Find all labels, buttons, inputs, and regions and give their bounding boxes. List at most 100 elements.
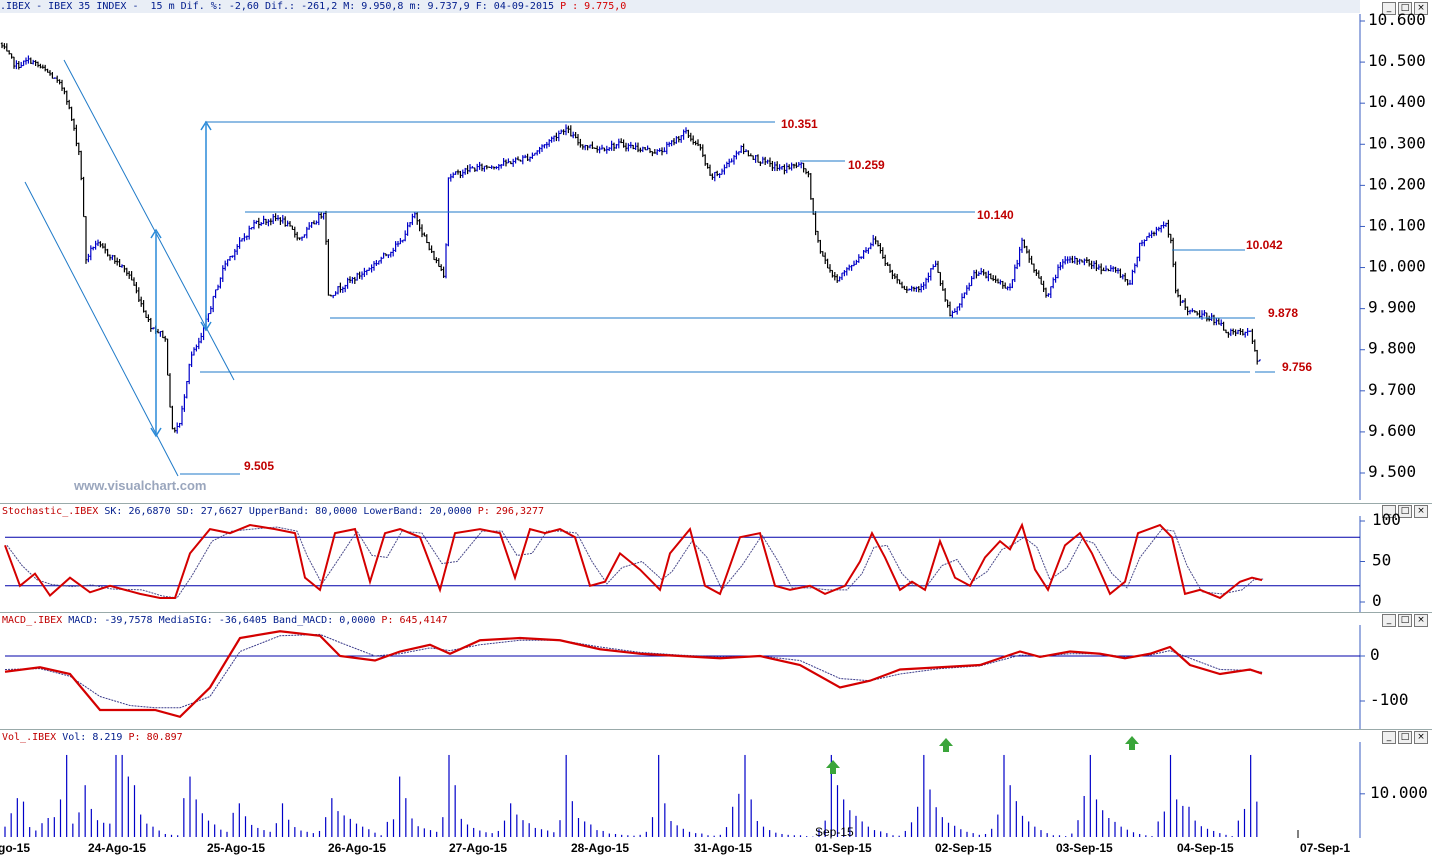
price-window-buttons: _ □ × [1382, 2, 1428, 15]
macd-p-value: 645,4147 [399, 615, 448, 626]
price-axis-label: 10.200 [1368, 174, 1426, 193]
header-price: P : 9.775,0 [560, 1, 627, 12]
x-label: 25-Ago-15 [207, 841, 266, 855]
up-arrow-icon [826, 760, 840, 774]
vol-name: Vol_.IBEX [2, 732, 57, 743]
price-axis-label: 10.600 [1368, 10, 1426, 29]
minimize-button[interactable]: _ [1382, 614, 1396, 627]
stoch-lb-label: LowerBand: [363, 506, 424, 517]
header-max: M: 9.950,8 [343, 1, 404, 12]
up-arrow-icon [939, 738, 953, 752]
price-axis-label: 10.300 [1368, 133, 1426, 152]
price-label: 9.878 [1268, 306, 1298, 320]
stoch-ub-label: UpperBand: [248, 506, 310, 517]
close-button[interactable]: × [1414, 731, 1428, 744]
price-axis-label: 10.100 [1368, 215, 1426, 234]
trend-line [24, 181, 179, 477]
vol-label: Vol: [62, 732, 87, 743]
x-label: 31-Ago-15 [694, 841, 753, 855]
price-label: 10.351 [781, 117, 818, 131]
stoch-window-buttons: _ □ × [1382, 505, 1428, 518]
minimize-button[interactable]: _ [1382, 505, 1396, 518]
price-axis-label: 9.500 [1368, 462, 1416, 481]
maximize-button[interactable]: □ [1398, 614, 1412, 627]
maximize-button[interactable]: □ [1398, 731, 1412, 744]
price-label: 9.505 [244, 459, 274, 473]
stoch-sd-label: SD: [176, 506, 195, 517]
vol-window-buttons: _ □ × [1382, 731, 1428, 744]
stoch-sk-line [4, 522, 1263, 600]
macd-value: -39,7578 [104, 615, 153, 626]
close-button[interactable]: × [1414, 2, 1428, 15]
trend-line [63, 59, 235, 381]
price-axis-label: 9.700 [1368, 380, 1416, 399]
price-axis-label: 10.400 [1368, 92, 1426, 111]
macd-chart: 0 -100 [4, 625, 1409, 729]
header-min: m: 9.737,9 [409, 1, 470, 12]
header-diff: Dif.: -261,2 [264, 1, 338, 12]
macd-signal-line [4, 633, 1263, 709]
stoch-sd-line [6, 526, 1265, 599]
price-header: .IBEX - IBEX 35 INDEX - 15 m Dif. %: -2,… [0, 0, 1360, 13]
price-axis-label: 9.900 [1368, 298, 1416, 317]
macd-pane: MACD_.IBEX MACD: -39,7578 MediaSIG: -36,… [0, 612, 1432, 730]
stoch-p-value: 296,3277 [495, 506, 545, 517]
stoch-axis-label: 50 [1372, 551, 1391, 570]
time-axis: go-15 24-Ago-15 25-Ago-15 26-Ago-15 27-A… [0, 838, 1360, 857]
macd-axis-label: 0 [1370, 645, 1380, 664]
vol-date-marker: Sep-15 [815, 825, 854, 839]
x-label: go-15 [0, 841, 31, 855]
stoch-p-label: P: [477, 506, 490, 517]
vol-axis-label: 10.000 [1370, 783, 1428, 802]
stoch-sd-value: 27,6627 [200, 506, 243, 517]
measure-arrow-head [150, 228, 162, 438]
close-button[interactable]: × [1414, 505, 1428, 518]
stoch-sk-value: 26,6870 [128, 506, 171, 517]
volume-chart: 10.000 Sep-15 [4, 736, 1428, 839]
close-button[interactable]: × [1414, 614, 1428, 627]
price-axis-label: 10.500 [1368, 51, 1426, 70]
minimize-button[interactable]: _ [1382, 2, 1396, 15]
x-label: 03-Sep-15 [1056, 841, 1113, 855]
macd-line [4, 630, 1263, 718]
stoch-lb-value: 20,0000 [429, 506, 472, 517]
price-pane: .IBEX - IBEX 35 INDEX - 15 m Dif. %: -2,… [0, 0, 1428, 500]
x-label: 04-Sep-15 [1177, 841, 1234, 855]
header-diff-pct: Dif. %: -2,60 [180, 1, 259, 12]
x-label: 24-Ago-15 [88, 841, 147, 855]
watermark: www.visualchart.com [74, 478, 207, 493]
macd-band-value: 0,0000 [339, 615, 376, 626]
up-arrow-icon [1125, 736, 1139, 750]
x-label: 28-Ago-15 [571, 841, 630, 855]
stoch-axis-label: 0 [1372, 591, 1382, 610]
volume-header: Vol_.IBEX Vol: 8.219 P: 80.897 [2, 731, 183, 744]
macd-p-label: P: [381, 615, 394, 626]
minimize-button[interactable]: _ [1382, 731, 1396, 744]
header-symbol: .IBEX - IBEX 35 INDEX - [0, 1, 139, 12]
macd-sig-value: -36,6405 [218, 615, 267, 626]
macd-header: MACD_.IBEX MACD: -39,7578 MediaSIG: -36,… [2, 614, 448, 627]
maximize-button[interactable]: □ [1398, 2, 1412, 15]
stoch-name: Stochastic_.IBEX [2, 506, 99, 517]
x-label: 07-Sep-1 [1300, 841, 1351, 855]
macd-window-buttons: _ □ × [1382, 614, 1428, 627]
macd-band-label: Band_MACD: [273, 615, 334, 626]
price-chart: 10.600 10.500 10.400 10.300 10.200 10.100 10.0… [0, 10, 1426, 500]
price-label: 10.042 [1246, 238, 1283, 252]
price-axis-label: 10.000 [1368, 257, 1426, 276]
vol-p-label: P: [128, 732, 141, 743]
macd-label: MACD: [68, 615, 99, 626]
price-axis-label: 9.800 [1368, 339, 1416, 358]
stoch-sk-label: SK: [104, 506, 123, 517]
price-label: 10.259 [848, 158, 885, 172]
vol-value: 8.219 [92, 732, 123, 743]
x-label: 01-Sep-15 [815, 841, 872, 855]
maximize-button[interactable]: □ [1398, 505, 1412, 518]
stochastic-pane: Stochastic_.IBEX SK: 26,6870 SD: 27,6627… [0, 503, 1432, 613]
stochastic-header: Stochastic_.IBEX SK: 26,6870 SD: 27,6627… [2, 505, 544, 518]
header-date: F: 04-09-2015 [475, 1, 555, 12]
header-timeframe: 15 m [150, 1, 175, 12]
stoch-ub-value: 80,0000 [315, 506, 358, 517]
macd-name: MACD_.IBEX [2, 615, 63, 626]
macd-axis-label: -100 [1370, 690, 1409, 709]
